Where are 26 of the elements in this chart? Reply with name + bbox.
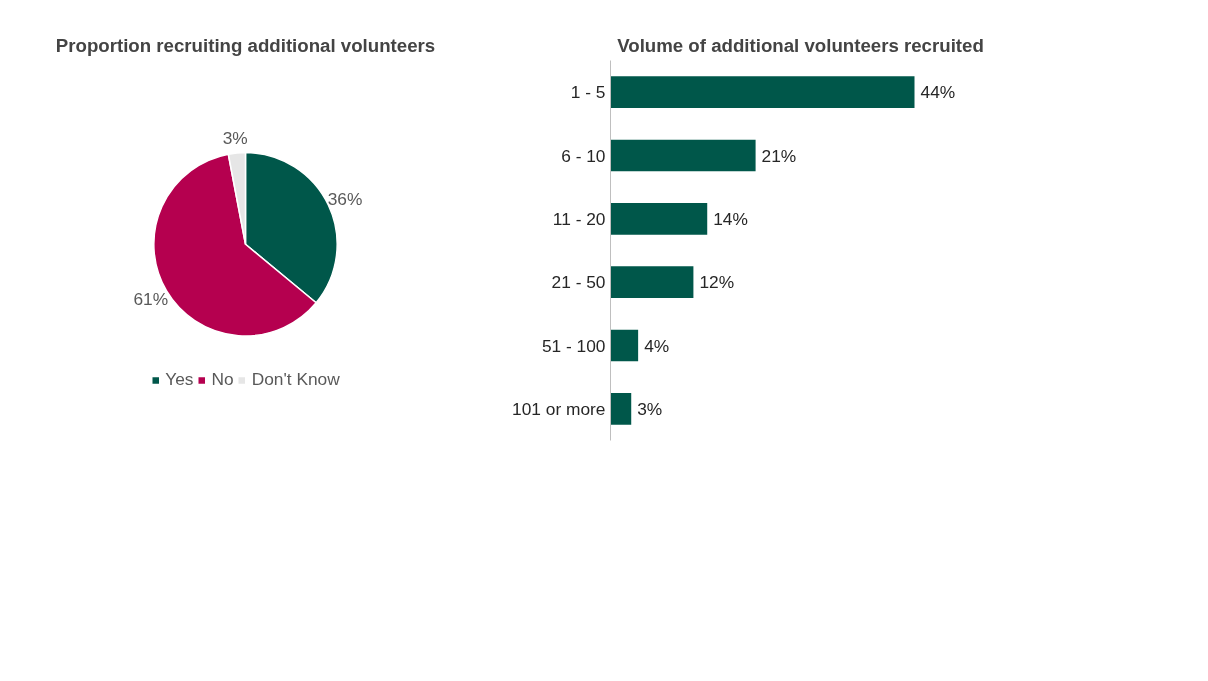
data-label: 44% xyxy=(920,82,956,103)
legend-label: No xyxy=(211,369,234,390)
bar xyxy=(610,393,632,425)
data-label: 14% xyxy=(713,208,748,229)
bar xyxy=(610,76,915,108)
y-tick-label: 6 - 10 xyxy=(561,145,606,166)
data-label: 4% xyxy=(644,335,670,356)
chart-title: Proportion recruiting additional volunteers xyxy=(55,34,436,56)
bar xyxy=(610,203,708,235)
bar xyxy=(610,139,756,172)
y-tick-label: 101 or more xyxy=(512,398,606,419)
bar xyxy=(610,266,694,298)
y-tick-label: 21 - 50 xyxy=(551,272,606,293)
bar xyxy=(610,329,639,362)
data-label: 21% xyxy=(761,145,797,166)
y-tick-label: 51 - 100 xyxy=(541,335,606,356)
data-label: 3% xyxy=(637,398,663,419)
y-tick-label: 1 - 5 xyxy=(570,82,606,103)
legend-label: Don't Know xyxy=(251,369,340,390)
legend-label: Yes xyxy=(165,369,194,390)
data-label: 3% xyxy=(222,128,248,149)
data-label: 12% xyxy=(699,272,735,293)
y-tick-label: 11 - 20 xyxy=(552,208,606,229)
data-label: 36% xyxy=(327,188,363,209)
data-label: 61% xyxy=(133,288,169,309)
chart-title: Volume of additional volunteers recruited xyxy=(617,34,984,56)
